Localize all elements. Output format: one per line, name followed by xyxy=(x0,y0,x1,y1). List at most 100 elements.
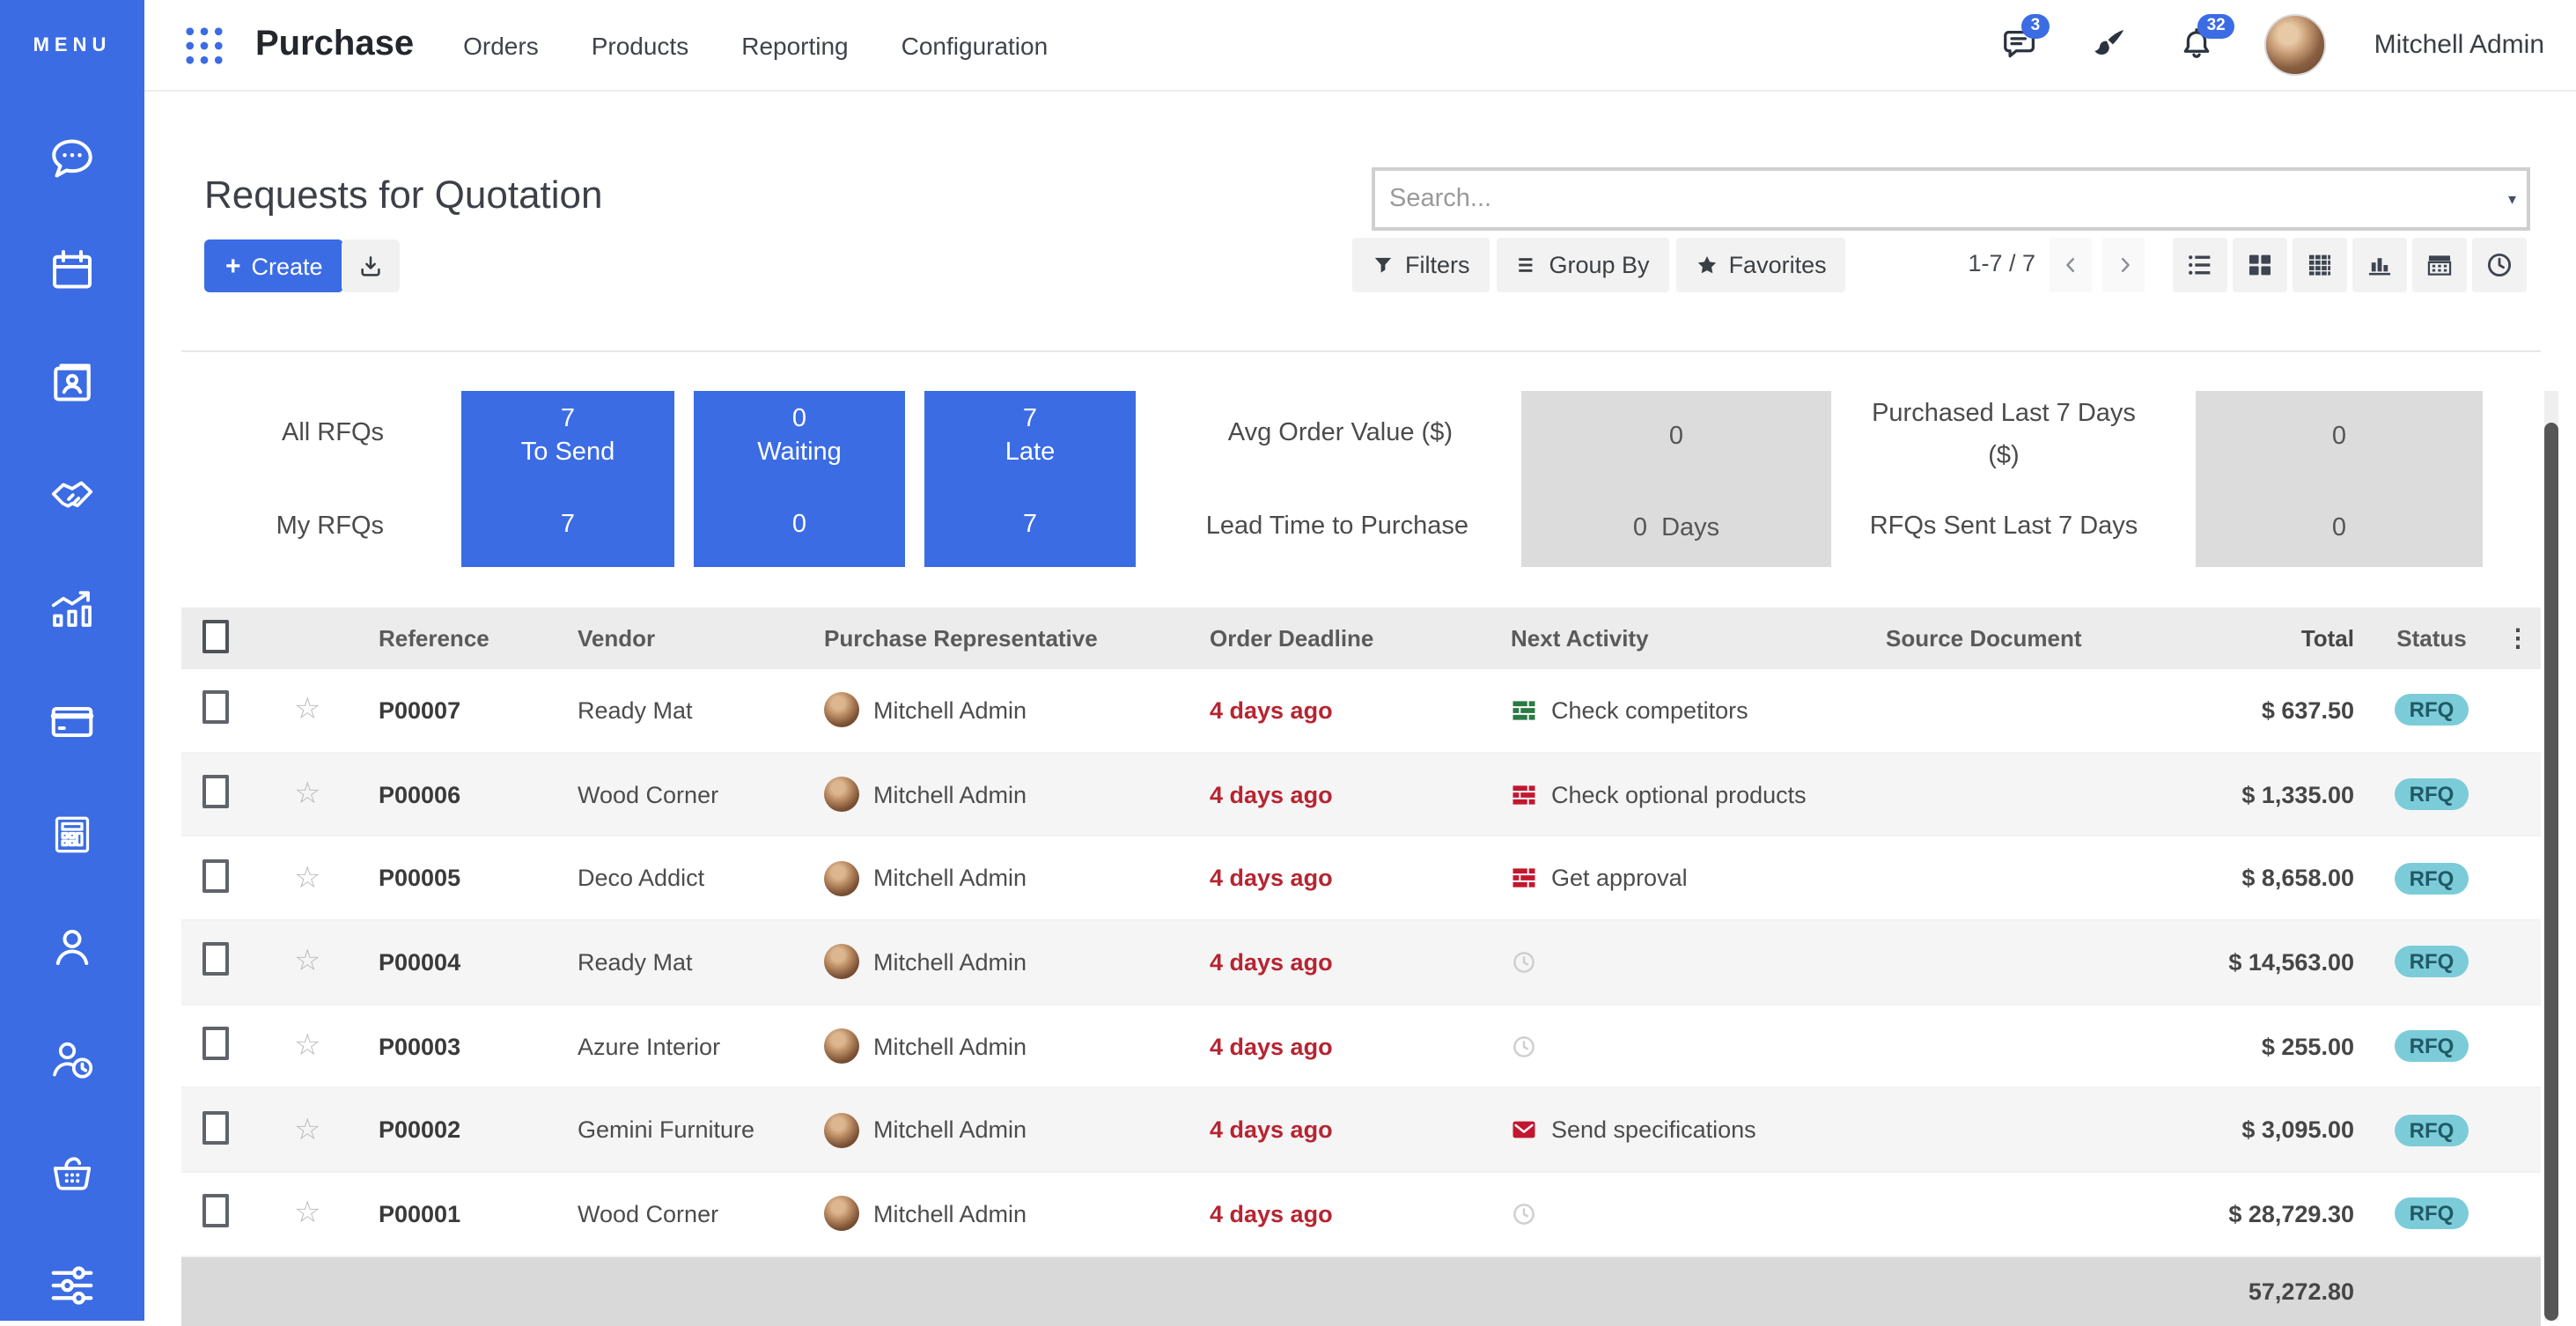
messages-icon[interactable]: 3 xyxy=(2001,14,2050,65)
pager-prev-button[interactable] xyxy=(2050,238,2092,292)
employees-icon[interactable] xyxy=(46,921,99,974)
table-row[interactable]: ☆ P00002 Gemini Furniture Mitchell Admin 4 d… xyxy=(181,1088,2541,1174)
pivot-view-button[interactable] xyxy=(2293,238,2347,292)
kpi-tile-late[interactable]: 7 Late 7 xyxy=(924,391,1136,567)
star-icon[interactable]: ☆ xyxy=(294,1196,321,1230)
purchase-icon[interactable] xyxy=(46,1146,99,1199)
filters-button[interactable]: Filters xyxy=(1352,238,1490,292)
reference-cell[interactable]: P00004 xyxy=(379,948,461,976)
activity-view-button[interactable] xyxy=(2472,238,2527,292)
top-menu-reporting[interactable]: Reporting xyxy=(741,31,849,59)
vendor-cell: Ready Mat xyxy=(578,948,693,976)
next-activity-cell[interactable]: Check competitors xyxy=(1505,697,1849,724)
list-view-button[interactable] xyxy=(2173,238,2227,292)
table-row[interactable]: ☆ P00007 Ready Mat Mitchell Admin 4 days ago… xyxy=(181,669,2541,754)
row-checkbox[interactable] xyxy=(202,1194,229,1228)
top-navbar: Purchase Orders Products Reporting Configur… xyxy=(144,0,2576,92)
star-icon[interactable]: ☆ xyxy=(294,860,321,895)
row-checkbox[interactable] xyxy=(202,690,229,725)
top-menu-configuration[interactable]: Configuration xyxy=(901,31,1049,59)
col-reference[interactable]: Reference xyxy=(379,625,489,652)
top-menu-products[interactable]: Products xyxy=(591,31,689,59)
rep-avatar xyxy=(824,860,859,896)
col-status[interactable]: Status xyxy=(2396,625,2467,652)
col-total[interactable]: Total xyxy=(2300,625,2354,652)
col-order-deadline[interactable]: Order Deadline xyxy=(1210,625,1374,652)
group-by-button[interactable]: Group By xyxy=(1496,238,1669,292)
discuss-icon[interactable] xyxy=(46,132,99,185)
row-checkbox[interactable] xyxy=(202,942,229,976)
row-checkbox[interactable] xyxy=(202,1110,229,1145)
col-source-document[interactable]: Source Document xyxy=(1886,625,2082,652)
notifications-bell-icon[interactable]: 32 xyxy=(2177,14,2234,65)
col-purchase-representative[interactable]: Purchase Representative xyxy=(824,625,1098,652)
table-row[interactable]: ☆ P00005 Deco Addict Mitchell Admin 4 days a… xyxy=(181,836,2541,922)
reference-cell[interactable]: P00001 xyxy=(379,1200,461,1227)
accounting-icon[interactable] xyxy=(46,808,99,861)
table-row[interactable]: ☆ P00006 Wood Corner Mitchell Admin 4 days a… xyxy=(181,753,2541,837)
star-icon[interactable]: ☆ xyxy=(294,1112,321,1146)
rep-name: Mitchell Admin xyxy=(873,1200,1027,1227)
reference-cell[interactable]: P00003 xyxy=(379,1033,461,1060)
settings-icon[interactable] xyxy=(46,1259,99,1312)
attendance-icon[interactable] xyxy=(46,1034,99,1087)
user-avatar[interactable] xyxy=(2264,14,2327,76)
status-cell: RFQ xyxy=(2368,862,2495,895)
next-activity-cell[interactable]: Send specifications xyxy=(1505,1117,1849,1144)
reference-cell[interactable]: P00006 xyxy=(379,781,461,808)
star-icon[interactable]: ☆ xyxy=(294,944,321,978)
my-rfqs-label[interactable]: My RFQs xyxy=(276,512,384,541)
star-icon[interactable]: ☆ xyxy=(294,1028,321,1063)
brush-icon[interactable] xyxy=(2089,25,2130,65)
next-activity-cell[interactable]: Get approval xyxy=(1505,865,1849,891)
all-rfqs-label[interactable]: All RFQs xyxy=(282,419,384,447)
column-options-icon[interactable]: ⋮ xyxy=(2506,623,2530,652)
apps-grid-icon[interactable] xyxy=(181,22,227,68)
user-name[interactable]: Mitchell Admin xyxy=(2374,30,2544,60)
kpi-tile-to-send[interactable]: 7 To Send 7 xyxy=(461,391,674,567)
kanban-view-button[interactable] xyxy=(2233,238,2287,292)
invoicing-icon[interactable] xyxy=(46,696,99,748)
app-name[interactable]: Purchase xyxy=(255,25,415,63)
reference-cell[interactable]: P00007 xyxy=(379,696,461,724)
contacts-icon[interactable] xyxy=(46,357,99,410)
calendar-icon[interactable] xyxy=(46,245,99,298)
activity-label: Get approval xyxy=(1551,865,1688,892)
table-row[interactable]: ☆ P00003 Azure Interior Mitchell Admin 4 day… xyxy=(181,1005,2541,1089)
row-checkbox[interactable] xyxy=(202,1027,229,1061)
menu-button[interactable]: MENU xyxy=(33,35,112,56)
table-row[interactable]: ☆ P00004 Ready Mat Mitchell Admin 4 days ago… xyxy=(181,921,2541,1006)
total-cell: $ 3,095.00 xyxy=(2241,1116,2354,1144)
top-menu-orders[interactable]: Orders xyxy=(463,31,539,59)
search-caret-icon[interactable]: ▾ xyxy=(2507,189,2516,207)
search-input[interactable] xyxy=(1375,185,2508,213)
next-activity-cell[interactable] xyxy=(1505,1201,1849,1227)
col-next-activity[interactable]: Next Activity xyxy=(1511,625,1649,652)
reference-cell[interactable]: P00002 xyxy=(379,1116,461,1144)
kpi-tile-waiting[interactable]: 0 Waiting 0 xyxy=(694,391,905,567)
reference-cell[interactable]: P00005 xyxy=(379,865,461,892)
graph-view-button[interactable] xyxy=(2352,238,2407,292)
next-activity-cell[interactable] xyxy=(1505,949,1849,976)
tasks-icon xyxy=(1511,865,1537,891)
order-deadline-cell: 4 days ago xyxy=(1210,1116,1333,1144)
col-vendor[interactable]: Vendor xyxy=(578,625,656,652)
row-checkbox[interactable] xyxy=(202,858,229,893)
next-activity-cell[interactable]: Check optional products xyxy=(1505,781,1849,807)
top-menu-list: Orders Products Reporting Configuration xyxy=(463,31,1048,59)
row-checkbox[interactable] xyxy=(202,775,229,809)
table-row[interactable]: ☆ P00001 Wood Corner Mitchell Admin 4 days a… xyxy=(181,1173,2541,1257)
calendar-view-button[interactable] xyxy=(2412,238,2467,292)
sales-icon[interactable] xyxy=(46,583,99,636)
download-button[interactable] xyxy=(342,239,400,292)
status-cell: RFQ xyxy=(2368,778,2495,811)
crm-icon[interactable] xyxy=(46,470,99,523)
scrollbar-thumb[interactable] xyxy=(2544,423,2558,1321)
star-icon[interactable]: ☆ xyxy=(294,692,321,726)
pager-next-button[interactable] xyxy=(2102,238,2145,292)
favorites-button[interactable]: Favorites xyxy=(1675,238,1846,292)
next-activity-cell[interactable] xyxy=(1505,1033,1849,1059)
select-all-checkbox[interactable] xyxy=(202,619,229,652)
star-icon[interactable]: ☆ xyxy=(294,777,321,811)
create-button[interactable]: + Create xyxy=(204,239,344,292)
